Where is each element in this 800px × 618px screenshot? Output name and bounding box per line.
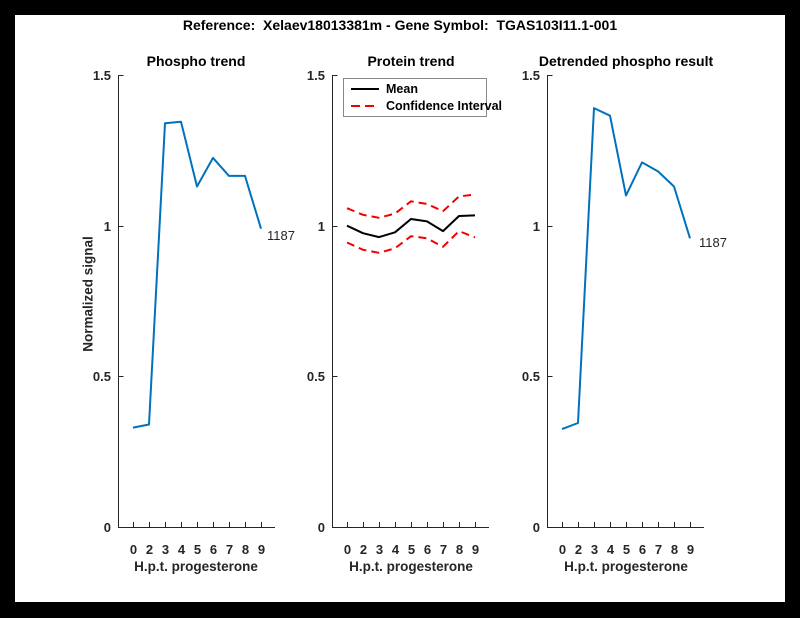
x-tick-label: 0 [344, 542, 351, 557]
x-tick-label: 9 [258, 542, 265, 557]
subplot-title-protein-trend: Protein trend [367, 53, 455, 69]
x-tick-label: 2 [575, 542, 582, 557]
x-tick-label: 9 [687, 542, 694, 557]
plots-svg: 00.511.50 2 3 4 5 6 7 8 900.511.50 2 3 4 5 6 7 8 900.511… [93, 68, 704, 557]
x-tick-label: 8 [671, 542, 678, 557]
y-tick-label: 1.5 [522, 68, 540, 83]
series-line-ci-lower [346, 230, 476, 254]
x-tick-label: 5 [408, 542, 415, 557]
x-tick-label: 5 [194, 542, 201, 557]
mean-line-sample-icon [351, 88, 379, 90]
legend-row-mean: Mean [351, 82, 486, 97]
y-axis-label: Normalized signal [80, 236, 96, 352]
end-point-annotation-3: 1187 [699, 235, 727, 250]
x-tick-label: 8 [456, 542, 463, 557]
axis-spine [332, 75, 489, 528]
y-tick-label: 0 [104, 520, 111, 535]
x-tick-label: 2 [146, 542, 153, 557]
y-tick-label: 1 [104, 219, 111, 234]
x-tick-label: 0 [559, 542, 566, 557]
legend-label-mean: Mean [386, 82, 418, 96]
y-tick-label: 1 [318, 219, 325, 234]
legend-label-confidence-interval: Confidence Interval [386, 99, 502, 113]
y-tick-label: 0 [318, 520, 325, 535]
x-axis-label-3: H.p.t. progesterone [564, 559, 688, 574]
x-tick-label: 7 [440, 542, 447, 557]
x-tick-label: 6 [424, 542, 431, 557]
y-tick-label: 0.5 [307, 369, 325, 384]
subplot-title-phospho-trend: Phospho trend [146, 53, 246, 69]
x-tick-label: 7 [226, 542, 233, 557]
y-tick-label: 0.5 [522, 369, 540, 384]
x-tick-label: 4 [607, 542, 615, 557]
x-tick-label: 3 [591, 542, 598, 557]
legend-row-confidence-interval: Confidence Interval [351, 99, 502, 114]
x-axis-label-1: H.p.t. progesterone [134, 559, 258, 574]
y-tick-label: 1.5 [307, 68, 325, 83]
x-tick-label: 6 [639, 542, 646, 557]
x-tick-label: 9 [472, 542, 479, 557]
series-line-detrended-phospho [561, 107, 691, 431]
x-tick-label: 3 [162, 542, 169, 557]
confidence-interval-line-sample-icon [351, 105, 379, 107]
axis-spine [118, 75, 275, 528]
series-line-ci-upper [346, 193, 476, 219]
figure-canvas: Reference: Xelaev18013381m - Gene Symbol… [15, 15, 785, 602]
x-tick-label: 2 [360, 542, 367, 557]
x-tick-label: 8 [242, 542, 249, 557]
axis-spine [547, 75, 704, 528]
x-tick-label: 5 [623, 542, 630, 557]
series-line-mean [346, 214, 476, 239]
x-tick-label: 0 [130, 542, 137, 557]
y-tick-label: 0 [533, 520, 540, 535]
x-tick-label: 4 [178, 542, 186, 557]
series-line-phospho-signal [132, 120, 262, 429]
y-tick-label: 1.5 [93, 68, 111, 83]
x-tick-label: 4 [392, 542, 400, 557]
x-tick-label: 7 [655, 542, 662, 557]
y-tick-label: 1 [533, 219, 540, 234]
legend-box: Mean Confidence Interval [343, 78, 502, 117]
subplot-title-detrended-result: Detrended phospho result [538, 53, 714, 69]
x-axis-label-2: H.p.t. progesterone [349, 559, 473, 574]
x-tick-label: 6 [210, 542, 217, 557]
figure-title: Reference: Xelaev18013381m - Gene Symbol… [182, 17, 618, 33]
end-point-annotation-1: 1187 [267, 228, 295, 243]
y-tick-label: 0.5 [93, 369, 111, 384]
x-tick-label: 3 [376, 542, 383, 557]
